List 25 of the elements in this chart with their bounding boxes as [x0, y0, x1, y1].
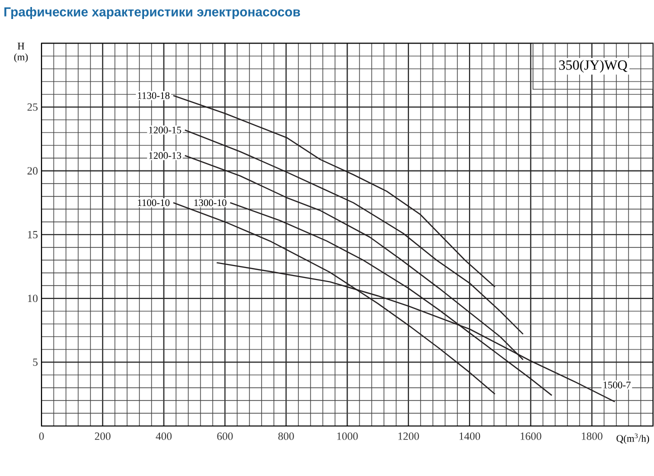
- y-tick-label: 5: [33, 358, 38, 366]
- series-label: 1500-7: [604, 382, 631, 388]
- x-tick-label: 800: [278, 432, 294, 440]
- series-label: 1300-10: [194, 199, 226, 206]
- y-tick-label: 25: [28, 103, 38, 111]
- y-axis-title: H (m): [14, 42, 28, 62]
- series-label: 1200-13: [149, 152, 182, 159]
- y-tick-label: 10: [28, 294, 38, 302]
- x-tick-label: 1800: [582, 432, 602, 440]
- x-tick-label: 1200: [398, 432, 419, 440]
- series-label: 1100-10: [138, 199, 170, 206]
- x-tick-label: 0: [39, 432, 44, 440]
- chart-title: Графические характеристики электронасосов: [4, 6, 300, 20]
- x-tick-label: 1000: [337, 432, 358, 440]
- x-tick-label: 200: [94, 432, 110, 440]
- x-tick-label: 1400: [460, 432, 480, 440]
- series-label: 1200-15: [149, 126, 182, 134]
- x-tick-label: 400: [156, 432, 172, 440]
- series-label: 1130-18: [138, 92, 170, 99]
- y-tick-label: 20: [28, 167, 38, 175]
- y-tick-label: 15: [28, 230, 38, 238]
- x-axis-title: Q(m$^{3}$/h): [616, 434, 650, 444]
- annotation: 350(JY)WQ: [559, 60, 628, 73]
- x-tick-label: 1600: [520, 432, 542, 440]
- x-tick-label: 600: [217, 432, 233, 440]
